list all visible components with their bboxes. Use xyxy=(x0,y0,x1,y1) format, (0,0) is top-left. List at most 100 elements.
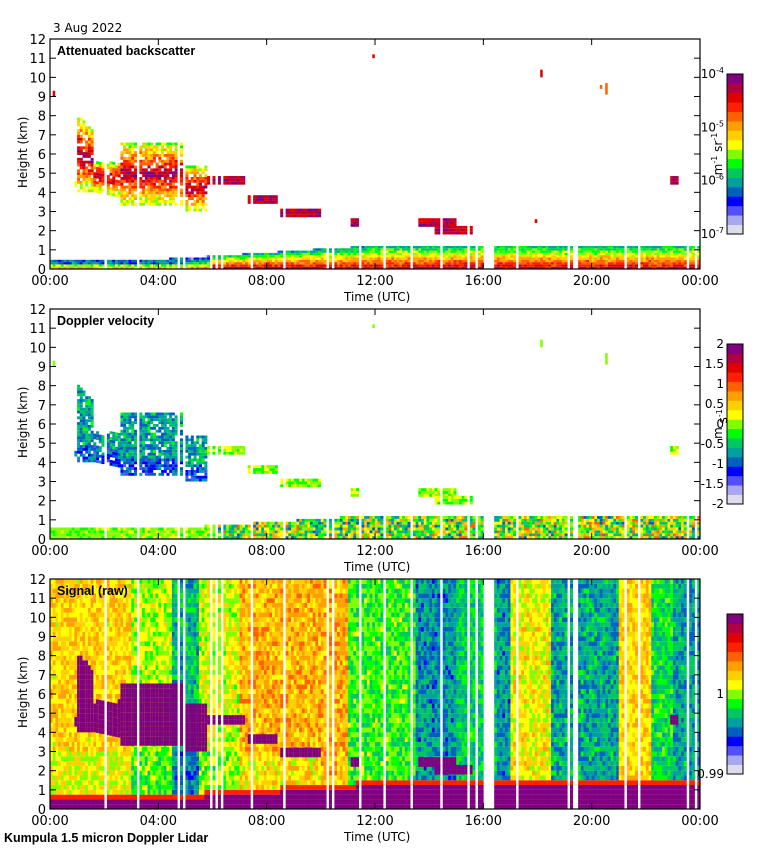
backscatter-cell xyxy=(172,186,175,189)
backscatter-cell xyxy=(532,251,535,253)
backscatter-cell xyxy=(581,260,584,262)
velocity-cell xyxy=(538,522,541,525)
velocity-cell xyxy=(148,421,151,424)
velocity-cell xyxy=(77,436,80,439)
velocity-cell xyxy=(150,415,153,418)
backscatter-cell xyxy=(123,151,126,154)
backscatter-cell xyxy=(191,197,194,200)
velocity-cell xyxy=(112,533,115,536)
backscatter-cell xyxy=(435,226,438,229)
velocity-cell xyxy=(264,525,267,528)
backscatter-cell xyxy=(191,203,194,206)
backscatter-cell xyxy=(454,248,457,250)
backscatter-cell xyxy=(196,258,199,260)
backscatter-cell xyxy=(551,262,554,264)
velocity-cell xyxy=(351,525,354,528)
backscatter-cell xyxy=(619,246,622,248)
backscatter-cell xyxy=(150,163,153,166)
velocity-cell xyxy=(659,525,662,528)
backscatter-cell xyxy=(451,253,454,255)
backscatter-cell xyxy=(343,251,346,253)
backscatter-cell xyxy=(172,151,175,154)
backscatter-cell xyxy=(424,253,427,255)
backscatter-cell xyxy=(123,148,126,151)
backscatter-cell xyxy=(131,191,134,194)
velocity-cell xyxy=(80,396,83,399)
backscatter-cell xyxy=(391,258,394,260)
velocity-cell xyxy=(380,522,383,525)
velocity-cell xyxy=(524,533,527,536)
velocity-cell xyxy=(294,530,297,533)
velocity-cell xyxy=(280,479,283,482)
backscatter-cell xyxy=(334,255,337,257)
backscatter-cell xyxy=(148,191,151,194)
backscatter-cell xyxy=(378,248,381,250)
velocity-cell xyxy=(88,428,91,431)
velocity-cell xyxy=(158,461,161,464)
backscatter-cell xyxy=(418,258,421,260)
backscatter-cell xyxy=(77,138,80,141)
velocity-cell xyxy=(96,449,99,452)
backscatter-cell xyxy=(546,251,549,253)
velocity-cell xyxy=(619,528,622,531)
velocity-cell xyxy=(134,459,137,462)
backscatter-cell xyxy=(126,200,129,203)
backscatter-cell xyxy=(123,194,126,197)
velocity-cell xyxy=(619,525,622,528)
backscatter-cell xyxy=(134,194,137,197)
backscatter-cell xyxy=(524,260,527,262)
velocity-cell xyxy=(689,522,692,525)
backscatter-cell xyxy=(202,186,205,189)
backscatter-cell xyxy=(294,255,297,257)
backscatter-cell xyxy=(148,177,151,180)
velocity-cell xyxy=(324,530,327,533)
backscatter-cell xyxy=(158,171,161,174)
velocity-cell xyxy=(651,519,654,522)
backscatter-cell xyxy=(340,255,343,257)
backscatter-cell xyxy=(185,189,188,192)
backscatter-cell xyxy=(296,209,299,212)
velocity-cell xyxy=(318,530,321,533)
backscatter-cell xyxy=(107,264,110,266)
backscatter-cell xyxy=(321,258,324,260)
velocity-cell xyxy=(139,473,142,476)
backscatter-cell xyxy=(402,260,405,262)
backscatter-cell xyxy=(372,248,375,250)
velocity-cell xyxy=(510,525,513,528)
backscatter-cell xyxy=(286,214,289,217)
velocity-cell xyxy=(156,415,159,418)
backscatter-cell xyxy=(375,246,378,248)
velocity-cell xyxy=(351,491,354,494)
backscatter-cell xyxy=(508,253,511,255)
velocity-cell xyxy=(158,447,161,450)
backscatter-cell xyxy=(172,180,175,183)
backscatter-cell xyxy=(586,253,589,255)
backscatter-cell xyxy=(380,255,383,257)
velocity-cell xyxy=(150,456,153,459)
backscatter-cell xyxy=(462,264,465,266)
velocity-cell xyxy=(296,482,299,485)
backscatter-cell xyxy=(416,262,419,264)
velocity-cell xyxy=(597,533,600,536)
velocity-cell xyxy=(150,444,153,447)
velocity-cell xyxy=(145,464,148,467)
backscatter-cell xyxy=(280,255,283,257)
velocity-cell xyxy=(592,519,595,522)
velocity-cell xyxy=(126,467,129,470)
backscatter-cell xyxy=(559,248,562,250)
velocity-cell xyxy=(91,533,94,536)
velocity-cell xyxy=(562,519,565,522)
velocity-cell xyxy=(334,519,337,522)
velocity-cell xyxy=(594,533,597,536)
backscatter-cell xyxy=(665,253,668,255)
velocity-cell xyxy=(340,528,343,531)
backscatter-cell xyxy=(562,255,565,257)
velocity-cell xyxy=(150,467,153,470)
backscatter-cell xyxy=(378,253,381,255)
velocity-cell xyxy=(426,522,429,525)
velocity-cell xyxy=(123,424,126,427)
backscatter-cell xyxy=(280,209,283,212)
velocity-cell xyxy=(185,464,188,467)
backscatter-cell xyxy=(684,251,687,253)
backscatter-cell xyxy=(166,160,169,163)
